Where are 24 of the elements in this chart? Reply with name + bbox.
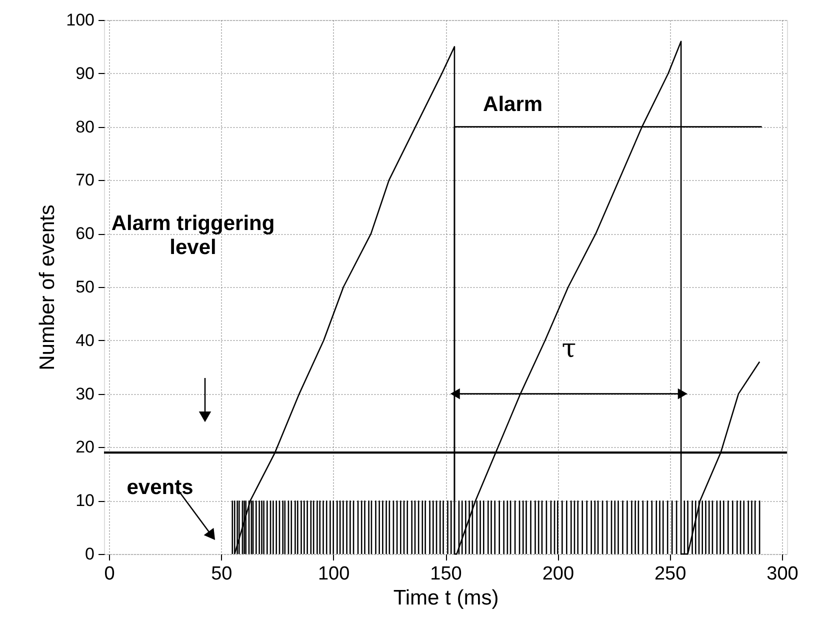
x-tick-label: 0 <box>104 564 115 584</box>
y-axis-title: Number of events <box>36 204 60 370</box>
y-tick-label: 90 <box>76 64 94 83</box>
y-tick-label: 40 <box>76 330 94 350</box>
x-tick-label: 100 <box>318 564 350 584</box>
x-axis-title: Time t (ms) <box>393 586 499 610</box>
annotation: Alarm <box>483 92 543 116</box>
x-tick-label: 300 <box>766 564 798 584</box>
y-tick-label: 0 <box>85 544 94 564</box>
annotation: Alarm triggering level <box>111 212 275 259</box>
y-tick-label: 20 <box>76 438 94 457</box>
annotation: τ <box>562 334 576 364</box>
annotation: events <box>126 476 194 499</box>
y-tick-label: 10 <box>76 491 94 510</box>
x-tick-label: 50 <box>211 564 232 584</box>
y-tick-label: 80 <box>76 117 94 136</box>
y-tick-label: 100 <box>66 10 94 30</box>
y-tick-label: 50 <box>76 278 94 296</box>
y-tick-label: 30 <box>76 384 94 404</box>
y-tick-label: 70 <box>76 170 94 190</box>
y-tick-label: 60 <box>76 224 94 244</box>
x-tick-label: 200 <box>542 564 574 584</box>
x-tick-label: 250 <box>654 564 686 584</box>
x-tick-label: 150 <box>430 564 462 584</box>
